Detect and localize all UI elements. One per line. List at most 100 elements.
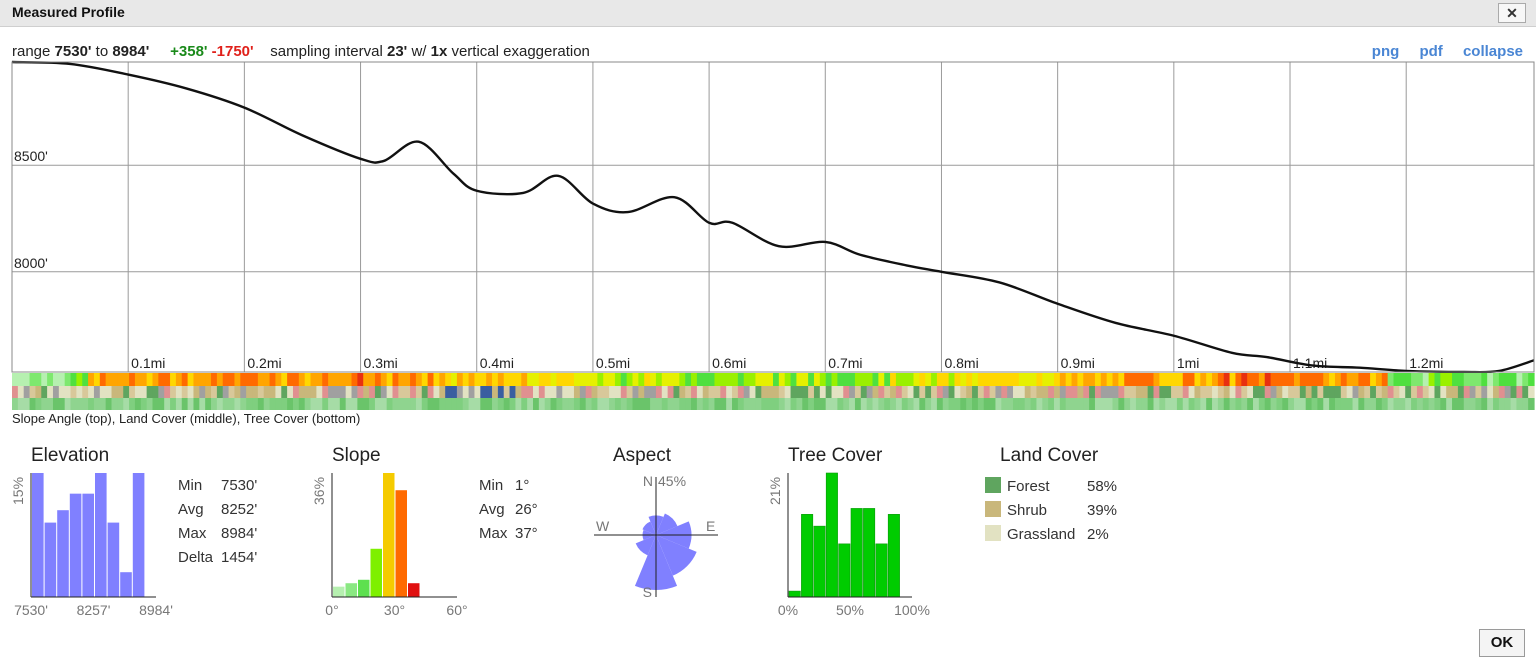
slope-strip-cell	[1434, 373, 1441, 386]
tree-cover-strip-cell	[281, 398, 288, 410]
land-cover-strip-cell	[1182, 386, 1190, 398]
land-cover-strip-cell	[632, 386, 639, 398]
slope-strip-cell	[70, 373, 77, 386]
land-cover-strip-cell	[813, 386, 821, 398]
slope-strip-cell	[93, 373, 101, 386]
slope-strip-cell	[737, 373, 745, 386]
slope-strip-cell	[158, 373, 165, 386]
land-cover-strip-cell	[1428, 386, 1436, 398]
close-button[interactable]: ✕	[1498, 3, 1526, 23]
land-cover-strip-cell	[1364, 386, 1371, 398]
histogram-bar	[838, 543, 851, 598]
land-cover-strip-cell	[884, 386, 891, 398]
land-cover-strip-cell	[796, 386, 803, 398]
slope-strip-cell	[778, 373, 786, 386]
tree-cover-histogram: 21% 0% 50% 100%	[767, 472, 930, 618]
elev-delta-value: 1454'	[221, 549, 258, 566]
land-cover-strip-cell	[123, 386, 130, 398]
slope-strip-cell	[1346, 373, 1354, 386]
land-cover-strip-cell	[1013, 386, 1020, 398]
slope-strip-cell	[374, 373, 382, 386]
slope-strip-cell	[175, 373, 183, 386]
slope-strip-cell	[392, 373, 399, 386]
land-cover-strip-cell	[1405, 386, 1412, 398]
tree-cover-strip-cell	[240, 398, 247, 410]
land-cover-title: Land Cover	[1000, 445, 1099, 466]
slope-strip-cell	[328, 373, 335, 386]
elevation-profile-chart: 0.1mi 0.2mi 0.3mi 0.4mi 0.5mi 0.6mi 0.7mi 0.8mi…	[11, 60, 1535, 410]
histogram-bar	[44, 522, 57, 597]
slope-strip-cell	[644, 373, 651, 386]
tree-cover-strip-cell	[802, 398, 809, 410]
land-cover-strip-cell	[878, 386, 885, 398]
land-cover-strip-cell	[1018, 386, 1026, 398]
slope-strip-cell	[679, 373, 686, 386]
land-cover-strip-cell	[392, 386, 399, 398]
slope-strip-cell	[52, 373, 60, 386]
slope-strip-cell	[164, 373, 171, 386]
slope-strip-cell	[720, 373, 727, 386]
sampling-label: sampling interval	[270, 43, 383, 60]
slope-strip-cell	[609, 373, 616, 386]
land-cover-strip-cell	[1042, 386, 1049, 398]
slope-strip-cell	[931, 373, 938, 386]
tree-cover-strip-cell	[942, 398, 950, 410]
tree-cover-strip-cell	[497, 398, 505, 410]
land-cover-strip-cell	[298, 386, 306, 398]
tree-cover-strip-cell	[164, 398, 171, 410]
slope-strip-cell	[942, 373, 950, 386]
slope-strip-cell	[1018, 373, 1026, 386]
tree-cover-strip-cell	[691, 398, 698, 410]
land-cover-strip-cell	[773, 386, 780, 398]
land-cover-strip-cell	[328, 386, 335, 398]
tree-cover-strip-cell	[439, 398, 446, 410]
land-cover-strip-cell	[12, 386, 19, 398]
elev-max-label: Max	[178, 525, 207, 542]
tree-cover-strip-cell	[591, 398, 598, 410]
tree-cover-strip-cell	[632, 398, 639, 410]
land-cover-strip-cell	[1305, 386, 1313, 398]
slope-strip-cell	[1446, 373, 1453, 386]
land-cover-strip-cell	[919, 386, 926, 398]
tree-cover-strip-cell	[12, 398, 19, 410]
slope-strip-cell	[1340, 373, 1348, 386]
slope-strip-cell	[1457, 373, 1465, 386]
slope-strip-cell	[427, 373, 435, 386]
png-link[interactable]: png	[1371, 43, 1400, 60]
tree-cover-strip-cell	[421, 398, 429, 410]
slope-strip-cell	[1206, 373, 1213, 386]
land-cover-strip-cell	[1481, 386, 1488, 398]
slope-strip-cell	[29, 373, 37, 386]
slope-strip-cell	[17, 373, 25, 386]
tree-cover-strip-cell	[1416, 398, 1424, 410]
tree-cover-strip-cell	[35, 398, 42, 410]
slope-strip-cell	[1141, 373, 1149, 386]
slope-strip-cell	[995, 373, 1002, 386]
ok-button[interactable]: OK	[1479, 629, 1525, 657]
slope-strip-cell	[257, 373, 265, 386]
tree-cover-strip-cell	[304, 398, 312, 410]
slope-strip-cell	[527, 373, 534, 386]
land-cover-strip-cell	[52, 386, 60, 398]
land-cover-strip-cell	[1100, 386, 1108, 398]
slope-strip-cell	[1112, 373, 1119, 386]
tree-cover-strip-cell	[849, 398, 856, 410]
tree-cover-strip-cell	[696, 398, 704, 410]
tree-cover-strip-cell	[216, 398, 224, 410]
pdf-link[interactable]: pdf	[1419, 43, 1443, 60]
profile-x-tick-label: 0.1mi	[131, 355, 165, 371]
tree-cover-strip-cell	[23, 398, 31, 410]
tree-cover-strip-cell	[556, 398, 563, 410]
tree-cover-strip-cell	[1147, 398, 1155, 410]
histogram-bar	[825, 472, 838, 598]
land-cover-strip-cell	[1504, 386, 1512, 398]
tree-cover-strip-cell	[310, 398, 317, 410]
slope-strip-cell	[872, 373, 879, 386]
slope-strip-cell	[1100, 373, 1108, 386]
slope-strip-cell	[1053, 373, 1061, 386]
tree-cover-strip-cell	[860, 398, 868, 410]
land-cover-strip-cell	[1130, 386, 1137, 398]
collapse-link[interactable]: collapse	[1462, 43, 1523, 60]
land-cover-strip-cell	[445, 386, 452, 398]
slope-strip-cell	[1171, 373, 1178, 386]
